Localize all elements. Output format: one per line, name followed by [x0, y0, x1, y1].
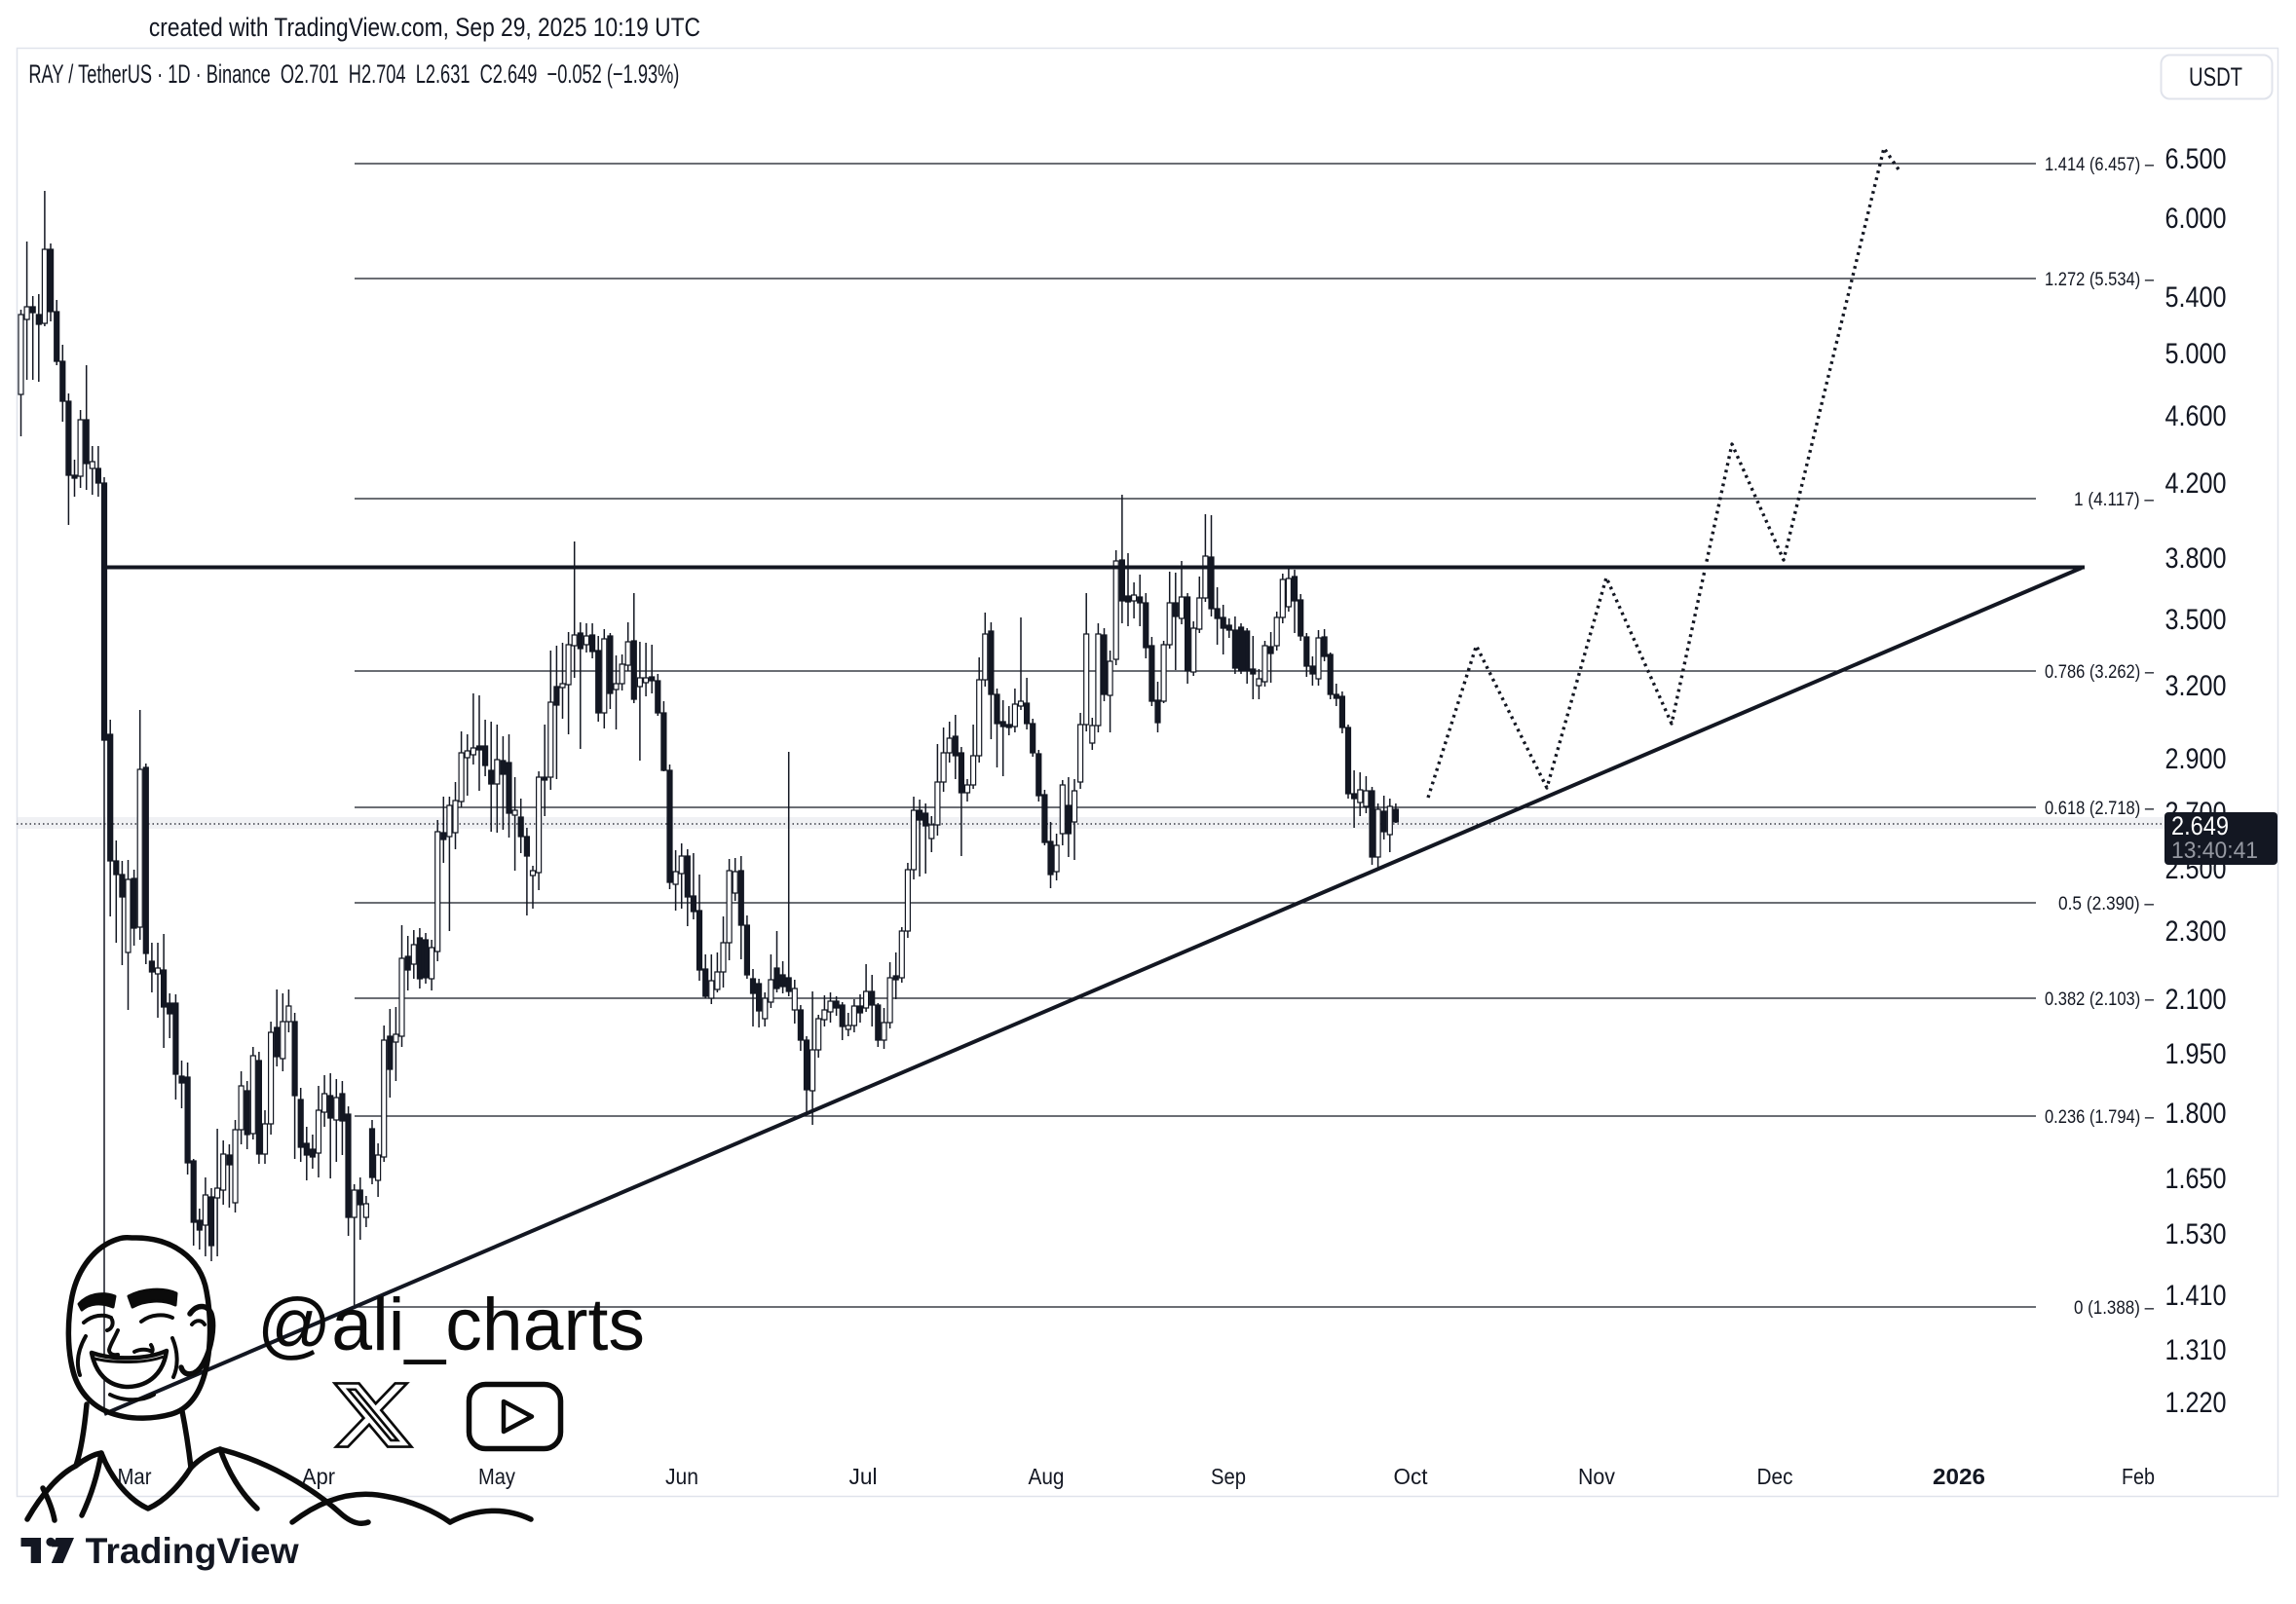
svg-text:5.000: 5.000: [2165, 338, 2227, 370]
svg-text:created with TradingView.com,: created with TradingView.com, Sep 29, 20…: [149, 13, 700, 42]
svg-text:2.100: 2.100: [2165, 984, 2227, 1016]
svg-text:Nov: Nov: [1578, 1464, 1615, 1489]
svg-text:3.200: 3.200: [2165, 670, 2227, 702]
svg-text:1.414 (6.457) –: 1.414 (6.457) –: [2045, 154, 2154, 175]
svg-text:3.800: 3.800: [2165, 542, 2227, 575]
svg-text:1.310: 1.310: [2165, 1334, 2227, 1366]
svg-text:Sep: Sep: [1211, 1464, 1246, 1489]
svg-text:0.236 (1.794) –: 0.236 (1.794) –: [2045, 1106, 2154, 1128]
svg-text:0.786 (3.262) –: 0.786 (3.262) –: [2045, 661, 2154, 683]
svg-text:6.500: 6.500: [2165, 143, 2227, 175]
svg-text:1.220: 1.220: [2165, 1387, 2227, 1419]
svg-text:Jun: Jun: [665, 1464, 698, 1489]
svg-text:USDT: USDT: [2189, 62, 2242, 92]
svg-text:2.649: 2.649: [2171, 811, 2229, 840]
svg-text:13:40:41: 13:40:41: [2171, 838, 2258, 864]
svg-text:RAY / TetherUS · 1D · Binance: RAY / TetherUS · 1D · Binance O2.701 H2.…: [28, 59, 679, 89]
svg-text:1 (4.117) –: 1 (4.117) –: [2074, 489, 2154, 510]
svg-text:2.900: 2.900: [2165, 743, 2227, 775]
svg-text:1.800: 1.800: [2165, 1098, 2227, 1130]
svg-text:4.200: 4.200: [2165, 467, 2227, 500]
svg-text:Aug: Aug: [1029, 1464, 1065, 1489]
svg-text:1.950: 1.950: [2165, 1038, 2227, 1070]
svg-text:1.650: 1.650: [2165, 1163, 2227, 1195]
svg-text:May: May: [478, 1464, 515, 1489]
svg-text:@ali_charts: @ali_charts: [257, 1284, 645, 1366]
svg-text:3.500: 3.500: [2165, 604, 2227, 636]
svg-text:TradingView: TradingView: [86, 1531, 299, 1571]
svg-text:0.5 (2.390) –: 0.5 (2.390) –: [2058, 893, 2154, 914]
svg-text:Apr: Apr: [302, 1464, 335, 1489]
svg-text:Dec: Dec: [1757, 1464, 1793, 1489]
svg-text:Mar: Mar: [118, 1464, 152, 1489]
svg-text:6.000: 6.000: [2165, 203, 2227, 235]
svg-text:0.618 (2.718) –: 0.618 (2.718) –: [2045, 798, 2154, 819]
svg-text:1.530: 1.530: [2165, 1218, 2227, 1250]
svg-text:5.400: 5.400: [2165, 281, 2227, 314]
svg-text:1.410: 1.410: [2165, 1280, 2227, 1312]
svg-text:Feb: Feb: [2122, 1464, 2155, 1489]
svg-text:1.272 (5.534) –: 1.272 (5.534) –: [2045, 269, 2154, 290]
svg-text:0.382 (2.103) –: 0.382 (2.103) –: [2045, 989, 2154, 1010]
svg-text:2.300: 2.300: [2165, 915, 2227, 948]
svg-text:2026: 2026: [1933, 1464, 1985, 1489]
svg-text:4.600: 4.600: [2165, 400, 2227, 432]
svg-text:Jul: Jul: [849, 1464, 878, 1489]
svg-text:0 (1.388) –: 0 (1.388) –: [2074, 1297, 2154, 1319]
svg-text:Oct: Oct: [1394, 1464, 1428, 1489]
